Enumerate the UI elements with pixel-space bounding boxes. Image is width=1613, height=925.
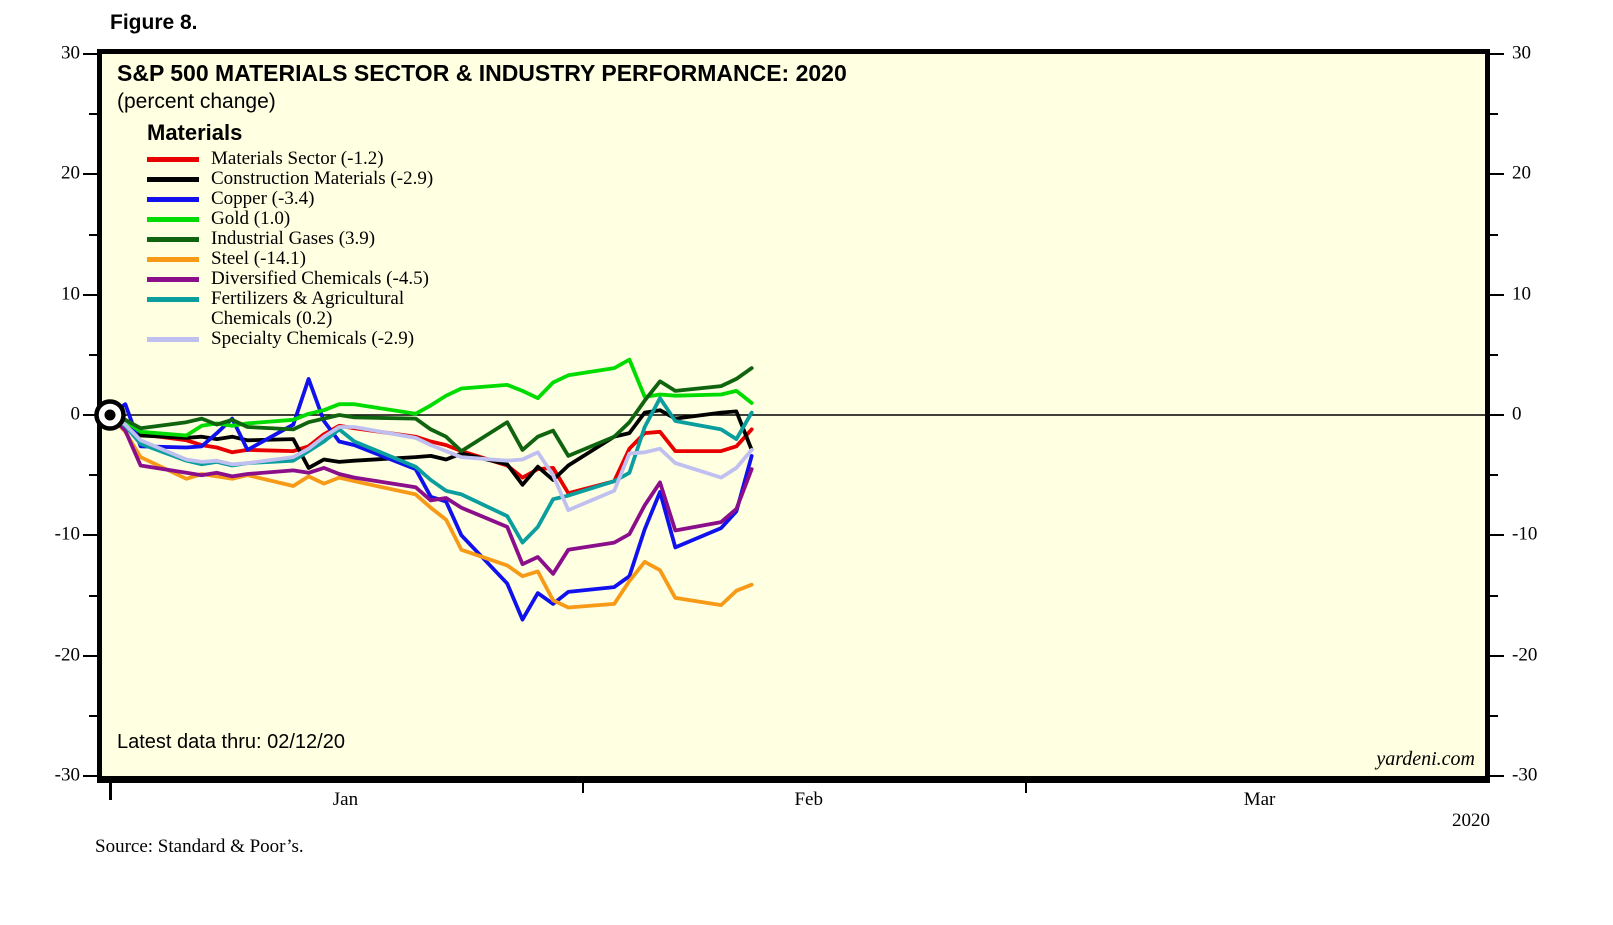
y-axis-label-left: -10 — [54, 523, 80, 545]
legend-item-gold: Gold (1.0) — [147, 209, 433, 229]
series-line-steel — [108, 413, 754, 610]
legend: Materials Materials Sector (-1.2) Constru… — [147, 120, 433, 349]
chart-canvas — [94, 357, 1485, 622]
y-axis-label-left: 20 — [61, 162, 80, 184]
legend-swatch-fertilizers-agricultural-chemicals — [147, 297, 199, 302]
series-line-specialty-chemicals — [108, 413, 754, 513]
legend-title: Materials — [147, 120, 243, 145]
y-major-tick-right — [1490, 53, 1504, 55]
legend-swatch-industrial-gases — [147, 237, 199, 242]
legend-item-label: Fertilizers & Agricultural Chemicals (0.… — [211, 288, 405, 329]
y-major-tick-left — [83, 173, 97, 176]
legend-swatch-gold — [147, 217, 199, 222]
y-major-tick-left — [83, 534, 97, 537]
series-line-gold — [108, 357, 754, 438]
legend-item-label: Materials Sector (-1.2) — [211, 148, 384, 169]
legend-item-label: Specialty Chemicals (-2.9) — [211, 328, 415, 349]
y-major-tick-right — [1490, 293, 1504, 296]
y-minor-tick-right — [1490, 594, 1498, 597]
y-axis-label-left: 30 — [61, 42, 80, 64]
origin-marker-dot — [104, 409, 116, 421]
y-axis-label-right: -20 — [1512, 644, 1538, 666]
y-minor-tick-left — [89, 714, 97, 717]
plot-area: S&P 500 MATERIALS SECTOR & INDUSTRY PERF… — [94, 49, 1490, 783]
legend-items: Materials Sector (-1.2) Construction Mate… — [147, 149, 433, 349]
chart-title: S&P 500 MATERIALS SECTOR & INDUSTRY PERF… — [117, 60, 847, 86]
chart-subtitle: (percent change) — [117, 90, 276, 113]
legend-item-label: Diversified Chemicals (-4.5) — [211, 268, 429, 289]
legend-swatch-copper — [147, 197, 199, 202]
y-major-tick-right — [1490, 173, 1504, 176]
legend-item-steel: Steel (-14.1) — [147, 249, 433, 269]
y-axis-label-left: 10 — [61, 283, 80, 305]
y-major-tick-left — [83, 293, 97, 296]
y-axis-label-left: -20 — [54, 644, 80, 666]
y-minor-tick-left — [89, 233, 97, 236]
legend-item-diversified-chemicals: Diversified Chemicals (-4.5) — [147, 269, 433, 289]
legend-item-label: Steel (-14.1) — [211, 248, 306, 269]
y-minor-tick-right — [1490, 113, 1498, 116]
x-axis-label-feb: Feb — [794, 789, 823, 810]
x-axis-tick — [1024, 783, 1027, 793]
legend-item-label: Copper (-3.4) — [211, 188, 315, 209]
legend-item-label: Construction Materials (-2.9) — [211, 168, 434, 189]
x-axis-label-mar: Mar — [1243, 789, 1276, 810]
y-major-tick-right — [1490, 775, 1504, 777]
series-line-construction-materials — [108, 408, 754, 487]
legend-item-fertilizers-agricultural-chemicals: Fertilizers & Agricultural Chemicals (0.… — [147, 289, 433, 329]
x-axis-tick — [582, 783, 585, 793]
footnote-latest-data: Latest data thru: 02/12/20 — [117, 731, 345, 753]
y-minor-tick-right — [1490, 233, 1498, 236]
x-axis-label-jan: Jan — [332, 789, 359, 810]
y-axis-label-right: -10 — [1512, 523, 1538, 545]
y-axis-label-right: 20 — [1512, 162, 1531, 184]
y-major-tick-left — [83, 654, 97, 657]
legend-item-materials-sector: Materials Sector (-1.2) — [147, 149, 433, 169]
y-axis-label-right: -30 — [1512, 764, 1538, 786]
figure-label: Figure 8. — [110, 11, 198, 34]
legend-swatch-diversified-chemicals — [147, 277, 199, 282]
y-minor-tick-right — [1490, 714, 1498, 717]
legend-swatch-specialty-chemicals — [147, 337, 199, 342]
y-minor-tick-right — [1490, 474, 1498, 477]
legend-swatch-materials-sector — [147, 157, 199, 162]
y-major-tick-right — [1490, 414, 1504, 416]
y-major-tick-left — [83, 53, 97, 55]
legend-item-specialty-chemicals: Specialty Chemicals (-2.9) — [147, 329, 433, 349]
y-axis-label-right: 30 — [1512, 42, 1531, 64]
y-major-tick-left — [83, 414, 97, 416]
y-minor-tick-right — [1490, 353, 1498, 356]
x-axis-year-label: 2020 — [1452, 810, 1490, 831]
series-line-industrial-gases — [108, 366, 754, 458]
legend-item-construction-materials: Construction Materials (-2.9) — [147, 169, 433, 189]
x-axis-tick — [109, 783, 113, 800]
legend-swatch-construction-materials — [147, 177, 199, 182]
y-axis-label-right: 10 — [1512, 283, 1531, 305]
source-note: Source: Standard & Poor’s. — [95, 836, 304, 857]
legend-swatch-steel — [147, 257, 199, 262]
legend-item-copper: Copper (-3.4) — [147, 189, 433, 209]
series-line-diversified-chemicals — [108, 413, 754, 576]
y-axis-label-left: -30 — [54, 764, 80, 786]
y-major-tick-right — [1490, 654, 1504, 657]
watermark-yardeni: yardeni.com — [1376, 748, 1475, 770]
y-axis-label-left: 0 — [70, 403, 81, 425]
legend-item-label: Gold (1.0) — [211, 208, 291, 229]
y-axis-label-right: 0 — [1512, 403, 1522, 425]
legend-item-industrial-gases: Industrial Gases (3.9) — [147, 229, 433, 249]
y-minor-tick-left — [89, 594, 97, 597]
y-major-tick-left — [83, 775, 97, 777]
y-minor-tick-left — [89, 113, 97, 116]
y-minor-tick-left — [89, 474, 97, 477]
y-minor-tick-left — [89, 353, 97, 356]
legend-item-label: Industrial Gases (3.9) — [211, 228, 376, 249]
y-major-tick-right — [1490, 534, 1504, 537]
series-line-materials-sector — [108, 413, 754, 496]
